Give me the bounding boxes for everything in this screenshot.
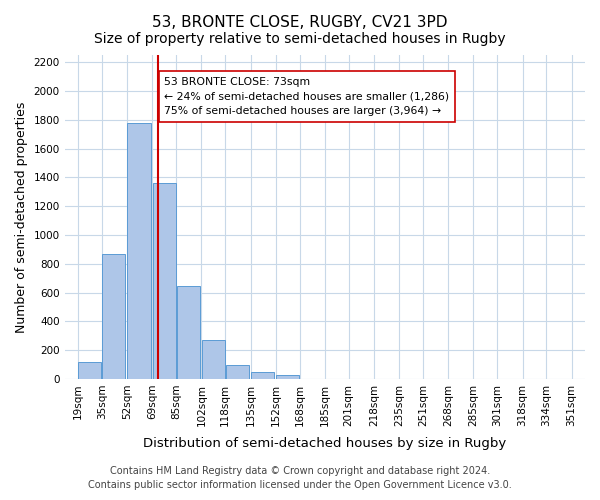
Bar (202, 340, 225, 379)
X-axis label: Distribution of semi-detached houses by size in Rugby: Distribution of semi-detached houses by … (143, 437, 506, 450)
Bar (153, 183, 176, 379)
Y-axis label: Number of semi-detached properties: Number of semi-detached properties (15, 102, 28, 332)
Text: Size of property relative to semi-detached houses in Rugby: Size of property relative to semi-detach… (94, 32, 506, 46)
Text: Contains HM Land Registry data © Crown copyright and database right 2024.
Contai: Contains HM Land Registry data © Crown c… (88, 466, 512, 490)
Text: 53, BRONTE CLOSE, RUGBY, CV21 3PD: 53, BRONTE CLOSE, RUGBY, CV21 3PD (152, 15, 448, 30)
Bar (276, 374, 299, 379)
Bar (127, 122, 151, 379)
Bar (79, 362, 101, 379)
Bar (176, 286, 200, 379)
Bar (251, 372, 274, 379)
Bar (102, 254, 125, 379)
Text: 53 BRONTE CLOSE: 73sqm
← 24% of semi-detached houses are smaller (1,286)
75% of : 53 BRONTE CLOSE: 73sqm ← 24% of semi-det… (164, 76, 449, 116)
Bar (226, 364, 248, 379)
